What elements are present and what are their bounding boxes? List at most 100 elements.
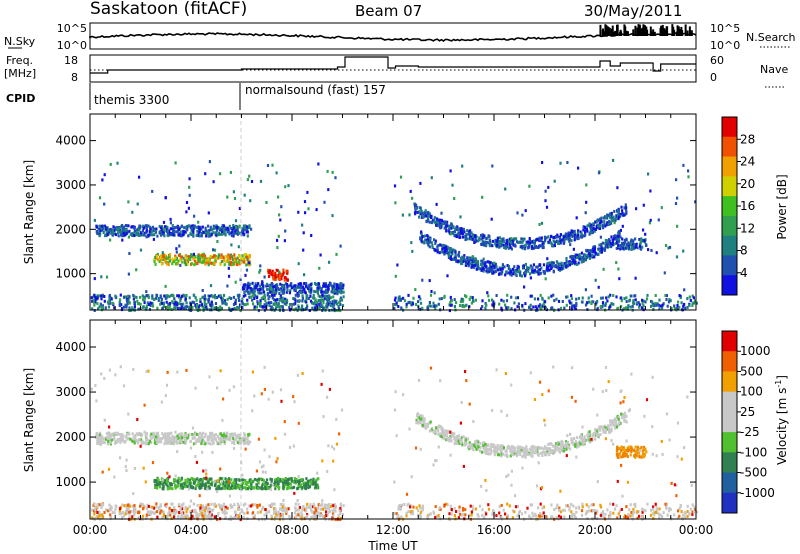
power-cell — [552, 261, 555, 265]
power-cell — [448, 309, 451, 313]
power-cell — [154, 255, 157, 259]
power-cell — [459, 259, 462, 263]
power-cell — [569, 231, 572, 235]
power-cell — [481, 265, 484, 269]
power-cell — [198, 227, 201, 231]
power-cell — [508, 271, 511, 275]
power-cell — [557, 241, 560, 245]
power-cell — [149, 301, 152, 305]
power-cell — [632, 243, 635, 247]
power-cell — [254, 284, 257, 288]
power-cell — [236, 293, 239, 297]
velocity-cell — [548, 453, 551, 457]
velocity-cell — [521, 448, 524, 452]
power-cell — [432, 301, 435, 305]
power-cell — [592, 222, 595, 226]
power-cell — [166, 233, 169, 237]
power-cell — [164, 225, 167, 229]
power-cell — [414, 210, 417, 214]
velocity-cell — [233, 478, 236, 482]
power-cell — [514, 269, 517, 273]
power-cell — [533, 243, 536, 246]
power-cell — [570, 297, 573, 301]
power-cell — [332, 300, 335, 304]
velocity-cell — [193, 477, 196, 481]
velocity-cell — [268, 486, 271, 490]
power-cell — [636, 246, 639, 250]
power-cell — [487, 234, 490, 238]
colorbar-tick-label: 12 — [740, 221, 755, 235]
power-cell — [482, 267, 485, 271]
velocity-cell — [296, 487, 299, 491]
power-cell — [617, 237, 620, 241]
power-cell — [539, 307, 543, 311]
power-cell — [616, 210, 619, 214]
velocity-cell — [158, 437, 161, 441]
power-cell — [653, 304, 656, 308]
power-cell — [221, 230, 224, 233]
power-cell — [695, 301, 698, 305]
power-cell — [164, 256, 167, 260]
power-cell — [125, 232, 128, 236]
power-cell — [507, 306, 510, 310]
velocity-cell — [270, 478, 274, 482]
power-cell — [112, 225, 115, 229]
power-cell — [103, 202, 106, 206]
freq-tick-bottom: 8 — [71, 71, 78, 84]
power-cell — [254, 282, 257, 286]
velocity-cell — [242, 478, 245, 482]
power-cell — [253, 305, 256, 309]
velocity-cell — [221, 438, 224, 442]
power-cell — [440, 250, 443, 254]
velocity-cell — [243, 442, 246, 446]
power-cell — [589, 225, 592, 229]
velocity-cell — [222, 433, 226, 437]
power-cell — [537, 297, 540, 301]
power-cell — [251, 290, 254, 294]
colorbar-tick-label: 16 — [740, 199, 755, 213]
power-cell — [230, 234, 233, 238]
power-cell — [529, 294, 532, 298]
power-cell — [436, 217, 439, 221]
power-cell — [294, 289, 297, 293]
velocity-cell — [224, 484, 227, 488]
power-cell — [130, 225, 133, 229]
velocity-cell — [257, 487, 260, 491]
velocity-cell — [106, 435, 109, 439]
noise-right-tick-bottom: 10^0 — [710, 39, 740, 52]
power-cell — [598, 243, 601, 247]
y-tick-label: 2000 — [55, 222, 86, 236]
power-cell — [547, 235, 550, 239]
power-cell — [265, 284, 268, 288]
power-cell — [156, 234, 159, 238]
power-cell — [638, 303, 641, 307]
power-cell — [279, 282, 282, 286]
power-cell — [105, 227, 108, 231]
power-cell — [270, 272, 273, 276]
velocity-cell — [188, 478, 191, 482]
power-cell — [414, 212, 417, 216]
noise-spikes — [599, 24, 693, 36]
power-cell — [565, 295, 568, 299]
velocity-cell — [238, 478, 241, 482]
power-cell — [294, 299, 297, 303]
power-cell — [531, 240, 534, 243]
power-cell — [124, 230, 127, 234]
power-cell — [610, 302, 613, 306]
power-cell — [309, 299, 313, 303]
power-cell — [689, 298, 692, 302]
velocity-cell — [441, 427, 444, 431]
power-cell — [96, 294, 99, 298]
power-cell — [553, 244, 556, 248]
power-cell — [481, 305, 484, 308]
velocity-cell — [145, 439, 148, 443]
power-cell — [238, 258, 241, 262]
power-cell — [453, 298, 456, 302]
power-cell — [523, 274, 527, 278]
power-cell — [510, 241, 513, 245]
power-cell — [476, 263, 479, 267]
power-cell — [486, 270, 489, 274]
velocity-cell — [230, 434, 233, 437]
power-cell — [165, 257, 168, 261]
